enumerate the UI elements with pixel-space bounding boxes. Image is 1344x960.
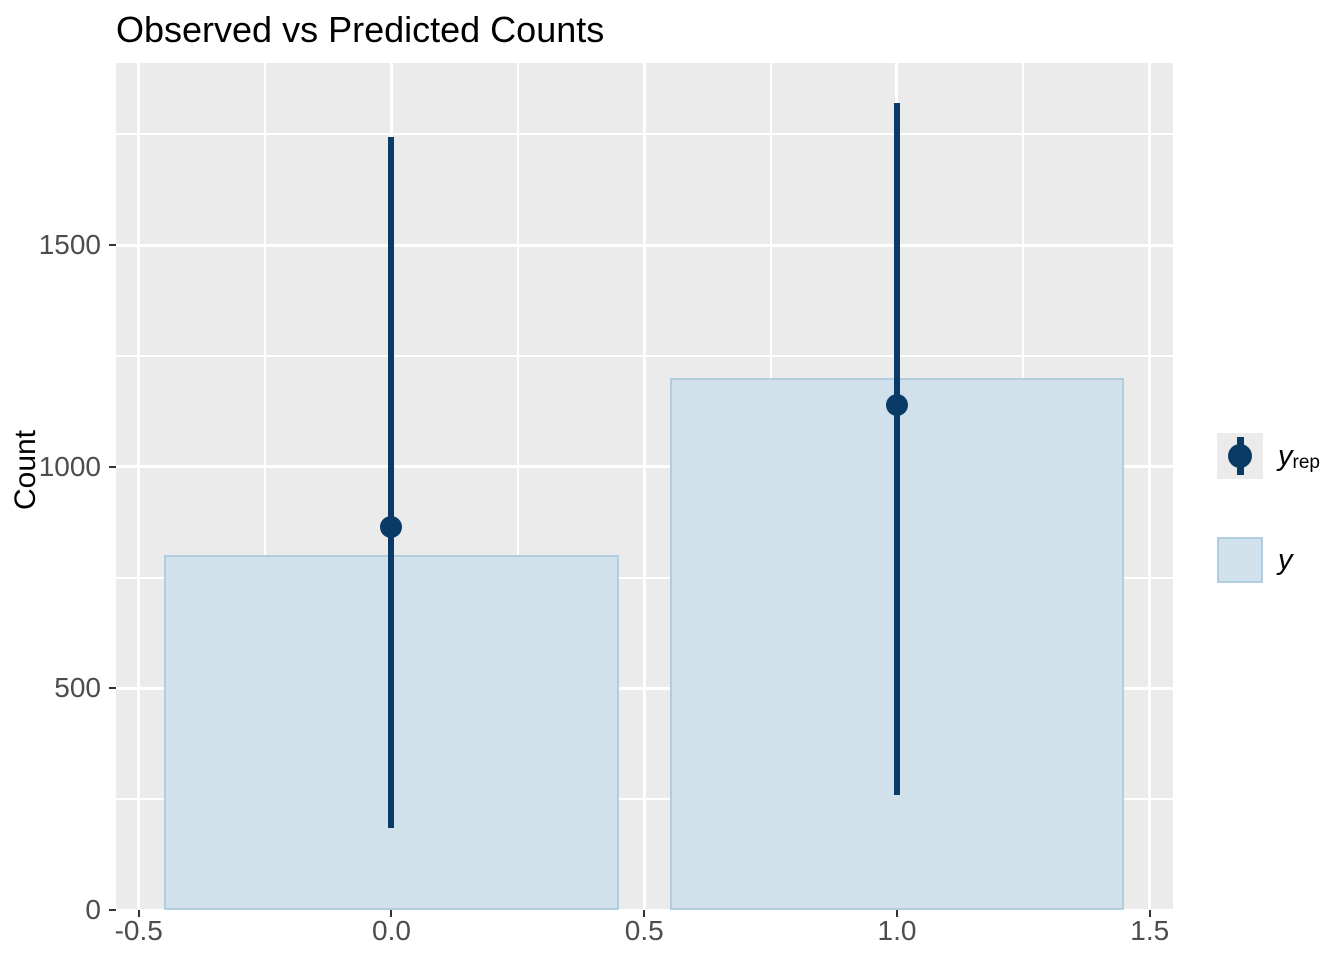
pointrange-line [893, 103, 900, 795]
x-tick-label: 0.5 [624, 915, 664, 946]
y-tick-label: 1500 [38, 229, 101, 261]
legend-item-y: y [1217, 537, 1293, 583]
chart-title: Observed vs Predicted Counts [116, 9, 605, 50]
x-tick-mark [895, 910, 898, 917]
plot-panel [116, 63, 1173, 910]
y-tick-label: 500 [54, 672, 101, 704]
legend-label-yrep-main: y [1278, 439, 1293, 472]
x-tick-mark [1148, 910, 1151, 917]
x-tick-mark [137, 910, 140, 917]
gridline-major-v [1148, 63, 1152, 910]
legend-label-yrep-sub: rep [1292, 451, 1320, 473]
y-tick-label: 1000 [38, 450, 101, 482]
x-tick-label: 0.0 [372, 915, 411, 946]
y-tick-label: 0 [85, 894, 101, 925]
legend-label-yrep: yrep [1278, 440, 1320, 473]
x-tick-mark [390, 910, 393, 917]
x-tick-label: 1.5 [1130, 915, 1170, 946]
legend-key-pointrange [1217, 433, 1263, 479]
pointrange-line [388, 136, 395, 828]
legend-label-y-main: y [1278, 543, 1293, 576]
x-tick-mark [643, 910, 646, 917]
y-tick-mark [109, 687, 116, 690]
x-tick-label: 1.0 [877, 915, 917, 946]
y-tick-mark [109, 244, 116, 247]
pointrange-point-glyph [1228, 444, 1252, 468]
y-tick-mark [109, 909, 116, 911]
gridline-major-v [642, 63, 646, 910]
pointrange-point [885, 393, 908, 416]
y-tick-mark [109, 465, 116, 468]
legend-key-bar [1217, 537, 1263, 583]
pointrange-point [380, 515, 403, 538]
gridline-major-v [137, 63, 141, 910]
legend-label-y: y [1278, 544, 1293, 577]
x-tick-label: -0.5 [114, 915, 163, 946]
gridline-minor-v [264, 63, 267, 910]
legend-item-yrep: yrep [1217, 433, 1320, 479]
gridline-minor-v [516, 63, 519, 910]
